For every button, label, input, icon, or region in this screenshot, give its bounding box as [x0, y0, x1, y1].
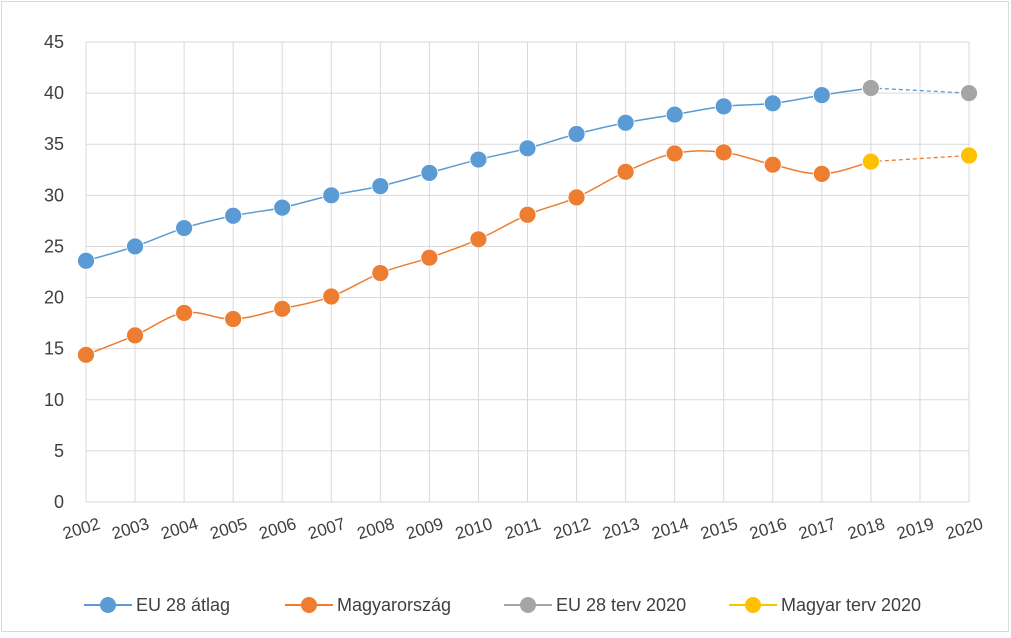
- data-point: [224, 206, 243, 225]
- data-point: [714, 97, 733, 116]
- y-tick-label: 10: [44, 390, 64, 410]
- data-point: [665, 144, 684, 163]
- y-tick-label: 25: [44, 236, 64, 256]
- legend-marker: [100, 597, 116, 613]
- y-tick-label: 40: [44, 83, 64, 103]
- legend-label: EU 28 átlag: [136, 595, 230, 615]
- data-point: [175, 219, 194, 237]
- data-point: [273, 299, 292, 318]
- y-tick-label: 30: [44, 185, 64, 205]
- x-tick-label: 2003: [110, 514, 152, 543]
- data-point: [371, 264, 390, 282]
- legend-label: Magyar terv 2020: [781, 595, 921, 615]
- legend-marker: [745, 597, 761, 613]
- legend-label: EU 28 terv 2020: [556, 595, 686, 615]
- x-tick-label: 2007: [306, 514, 348, 543]
- data-point: [714, 143, 733, 162]
- data-point: [273, 198, 292, 217]
- data-point: [77, 251, 95, 270]
- data-point: [371, 177, 390, 196]
- y-tick-label: 35: [44, 134, 64, 154]
- series-line-2: [870, 87, 970, 94]
- data-point: [518, 205, 537, 224]
- legend-marker: [301, 597, 317, 613]
- series-line-3: [870, 154, 970, 163]
- x-tick-label: 2004: [159, 514, 201, 543]
- y-tick-label: 20: [44, 288, 64, 308]
- x-axis-tick-labels: 2002 2003 2004 2005 2006 2007 2008 2009 2010 2011…: [61, 514, 986, 543]
- x-tick-label: 2005: [208, 514, 250, 543]
- data-point: [420, 248, 439, 267]
- data-point: [518, 139, 537, 158]
- y-tick-label: 15: [44, 339, 64, 359]
- data-point: [126, 237, 144, 256]
- y-tick-label: 45: [44, 32, 64, 52]
- data-point: [665, 105, 684, 124]
- data-point: [960, 84, 978, 103]
- x-tick-label: 2012: [551, 514, 593, 543]
- data-point: [126, 326, 144, 345]
- data-point: [763, 155, 782, 174]
- x-tick-label: 2002: [61, 514, 103, 543]
- data-point: [224, 310, 243, 328]
- x-tick-label: 2020: [944, 514, 986, 543]
- y-tick-label: 5: [54, 441, 64, 461]
- series-lines: [77, 79, 978, 364]
- x-tick-label: 2006: [257, 514, 299, 543]
- data-point: [469, 150, 488, 169]
- x-tick-label: 2015: [698, 514, 740, 543]
- data-point: [763, 94, 782, 113]
- legend: EU 28 átlag Magyarország EU 28 terv 2020 Ma…: [84, 595, 921, 615]
- data-point: [960, 146, 978, 165]
- x-tick-label: 2016: [747, 514, 789, 543]
- data-point: [812, 86, 831, 105]
- x-tick-label: 2010: [453, 514, 495, 543]
- data-point: [567, 125, 586, 143]
- data-point: [567, 188, 586, 207]
- x-tick-label: 2009: [404, 514, 446, 543]
- x-tick-label: 2011: [503, 514, 544, 543]
- data-point: [322, 186, 341, 205]
- data-point: [175, 303, 194, 322]
- x-tick-label: 2008: [355, 514, 397, 543]
- data-point: [812, 164, 831, 183]
- data-point: [861, 152, 880, 171]
- gridlines: [85, 41, 970, 503]
- x-tick-label: 2019: [894, 514, 936, 543]
- data-point: [616, 162, 635, 181]
- data-point: [322, 287, 341, 306]
- x-tick-label: 2014: [649, 514, 691, 543]
- data-point: [861, 79, 880, 97]
- y-tick-label: 0: [54, 492, 64, 512]
- data-point: [469, 230, 488, 249]
- x-tick-label: 2018: [845, 514, 887, 543]
- data-point: [77, 345, 95, 364]
- data-point: [420, 163, 439, 182]
- data-point: [616, 113, 635, 132]
- x-tick-label: 2017: [796, 514, 838, 543]
- y-axis-tick-labels: 0 5 10 15 20 25 30 35 40 45: [44, 32, 64, 512]
- legend-label: Magyarország: [337, 595, 451, 615]
- legend-marker: [520, 597, 536, 613]
- x-tick-label: 2013: [600, 514, 642, 543]
